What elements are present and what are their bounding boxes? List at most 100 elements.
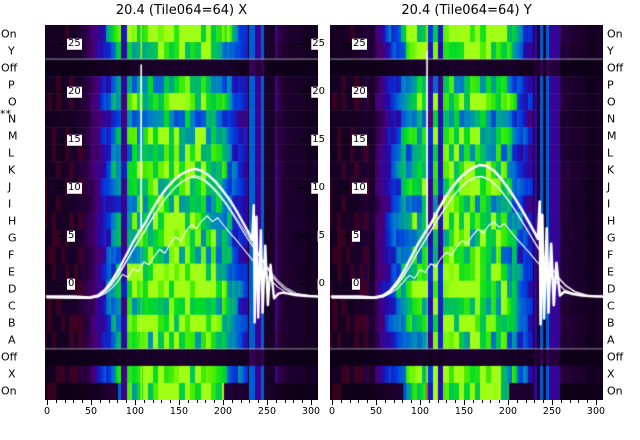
xtick-mark	[499, 400, 501, 403]
xtick-mark	[349, 400, 351, 403]
xtick-mark	[384, 400, 386, 403]
row-label-right: H	[607, 214, 616, 228]
row-label-left: On	[1, 384, 17, 398]
row-label-right: A	[607, 333, 615, 347]
ytick-label: 15	[311, 133, 326, 146]
xtick-mark	[428, 400, 430, 403]
xtick-label: 50	[84, 406, 98, 417]
xtick-mark	[223, 400, 224, 405]
xtick-mark	[267, 400, 268, 405]
row-label-right: Off	[607, 61, 624, 75]
xtick-mark	[552, 400, 553, 405]
xtick-label: 100	[410, 406, 430, 417]
row-label-left: J	[8, 180, 12, 194]
row-label-right: G	[607, 231, 616, 245]
ytick-dash	[299, 91, 305, 93]
row-label-left: L	[8, 146, 15, 160]
xtick-mark	[293, 400, 295, 403]
xtick-mark	[578, 400, 580, 403]
xtick-mark	[91, 400, 92, 405]
xtick-label: 100	[125, 406, 145, 417]
row-label-right: Off	[607, 350, 624, 364]
ytick-dash	[58, 91, 64, 93]
row-label-left: K	[8, 163, 16, 177]
xtick-mark	[231, 400, 233, 403]
heatmap-plot-x	[45, 25, 318, 400]
xtick-mark	[516, 400, 518, 403]
row-label-left: E	[8, 265, 15, 279]
xtick-mark	[214, 400, 216, 403]
xtick-mark	[205, 400, 207, 403]
xtick-mark	[393, 400, 395, 403]
xtick-mark	[249, 400, 251, 403]
xtick-label: 250	[542, 406, 562, 417]
ytick-dash	[58, 187, 64, 189]
ytick-label: 5	[352, 229, 361, 242]
plot-title-x: 20.4 (Tile064=64) X	[115, 3, 248, 18]
xtick-mark	[587, 400, 589, 403]
xtick-mark	[411, 400, 413, 403]
ytick-dash	[299, 283, 305, 285]
row-label-right: O	[607, 95, 616, 109]
ytick-label: 10	[352, 181, 367, 194]
xtick-mark	[143, 400, 145, 403]
xtick-mark	[490, 400, 492, 403]
xtick-mark	[99, 400, 101, 403]
row-label-right: C	[607, 299, 615, 313]
xtick-mark	[196, 400, 198, 403]
ytick-label: 10	[311, 181, 326, 194]
xtick-label: 200	[498, 406, 518, 417]
star-marker: **	[0, 107, 11, 121]
xtick-mark	[332, 400, 333, 405]
ytick-dash	[58, 139, 64, 141]
xtick-mark	[161, 400, 163, 403]
xtick-mark	[340, 400, 342, 403]
xtick-mark	[376, 400, 377, 405]
xtick-mark	[135, 400, 136, 405]
row-label-left: B	[8, 316, 16, 330]
xtick-mark	[73, 400, 75, 403]
row-label-right: On	[607, 27, 623, 41]
xtick-mark	[152, 400, 154, 403]
row-label-left: I	[8, 197, 12, 211]
row-label-left: Y	[8, 44, 15, 58]
ytick-dash	[58, 235, 64, 237]
xtick-mark	[367, 400, 369, 403]
row-label-left: Off	[1, 61, 18, 75]
ytick-dash	[343, 43, 349, 45]
xtick-mark	[596, 400, 597, 405]
heatmap-plot-y	[330, 25, 603, 400]
ytick-label: 20	[67, 85, 82, 98]
ytick-label: 25	[311, 37, 326, 50]
xtick-mark	[258, 400, 260, 403]
row-label-left: H	[8, 214, 17, 228]
plot-title-y: 20.4 (Tile064=64) Y	[401, 3, 532, 18]
xtick-label: 150	[169, 406, 189, 417]
ytick-label: 5	[317, 229, 326, 242]
ytick-label: 25	[67, 37, 82, 50]
row-label-right: X	[607, 367, 615, 381]
row-label-right: D	[607, 282, 616, 296]
xtick-mark	[126, 400, 128, 403]
xtick-mark	[284, 400, 286, 403]
xtick-label: 0	[43, 406, 51, 417]
ytick-label: 15	[352, 133, 367, 146]
xtick-mark	[543, 400, 545, 403]
row-label-right: L	[607, 146, 614, 160]
row-label-left: N	[8, 112, 17, 126]
xtick-mark	[402, 400, 404, 403]
xtick-mark	[82, 400, 84, 403]
ytick-label: 15	[67, 133, 82, 146]
xtick-mark	[569, 400, 571, 403]
xtick-mark	[179, 400, 180, 405]
ytick-label: 0	[317, 277, 326, 290]
ytick-label: 10	[67, 181, 82, 194]
ytick-dash	[299, 235, 305, 237]
xtick-mark	[117, 400, 119, 403]
xtick-mark	[455, 400, 457, 403]
xtick-label: 150	[454, 406, 474, 417]
ytick-dash	[343, 235, 349, 237]
ytick-label: 20	[352, 85, 367, 98]
ytick-dash	[299, 187, 305, 189]
